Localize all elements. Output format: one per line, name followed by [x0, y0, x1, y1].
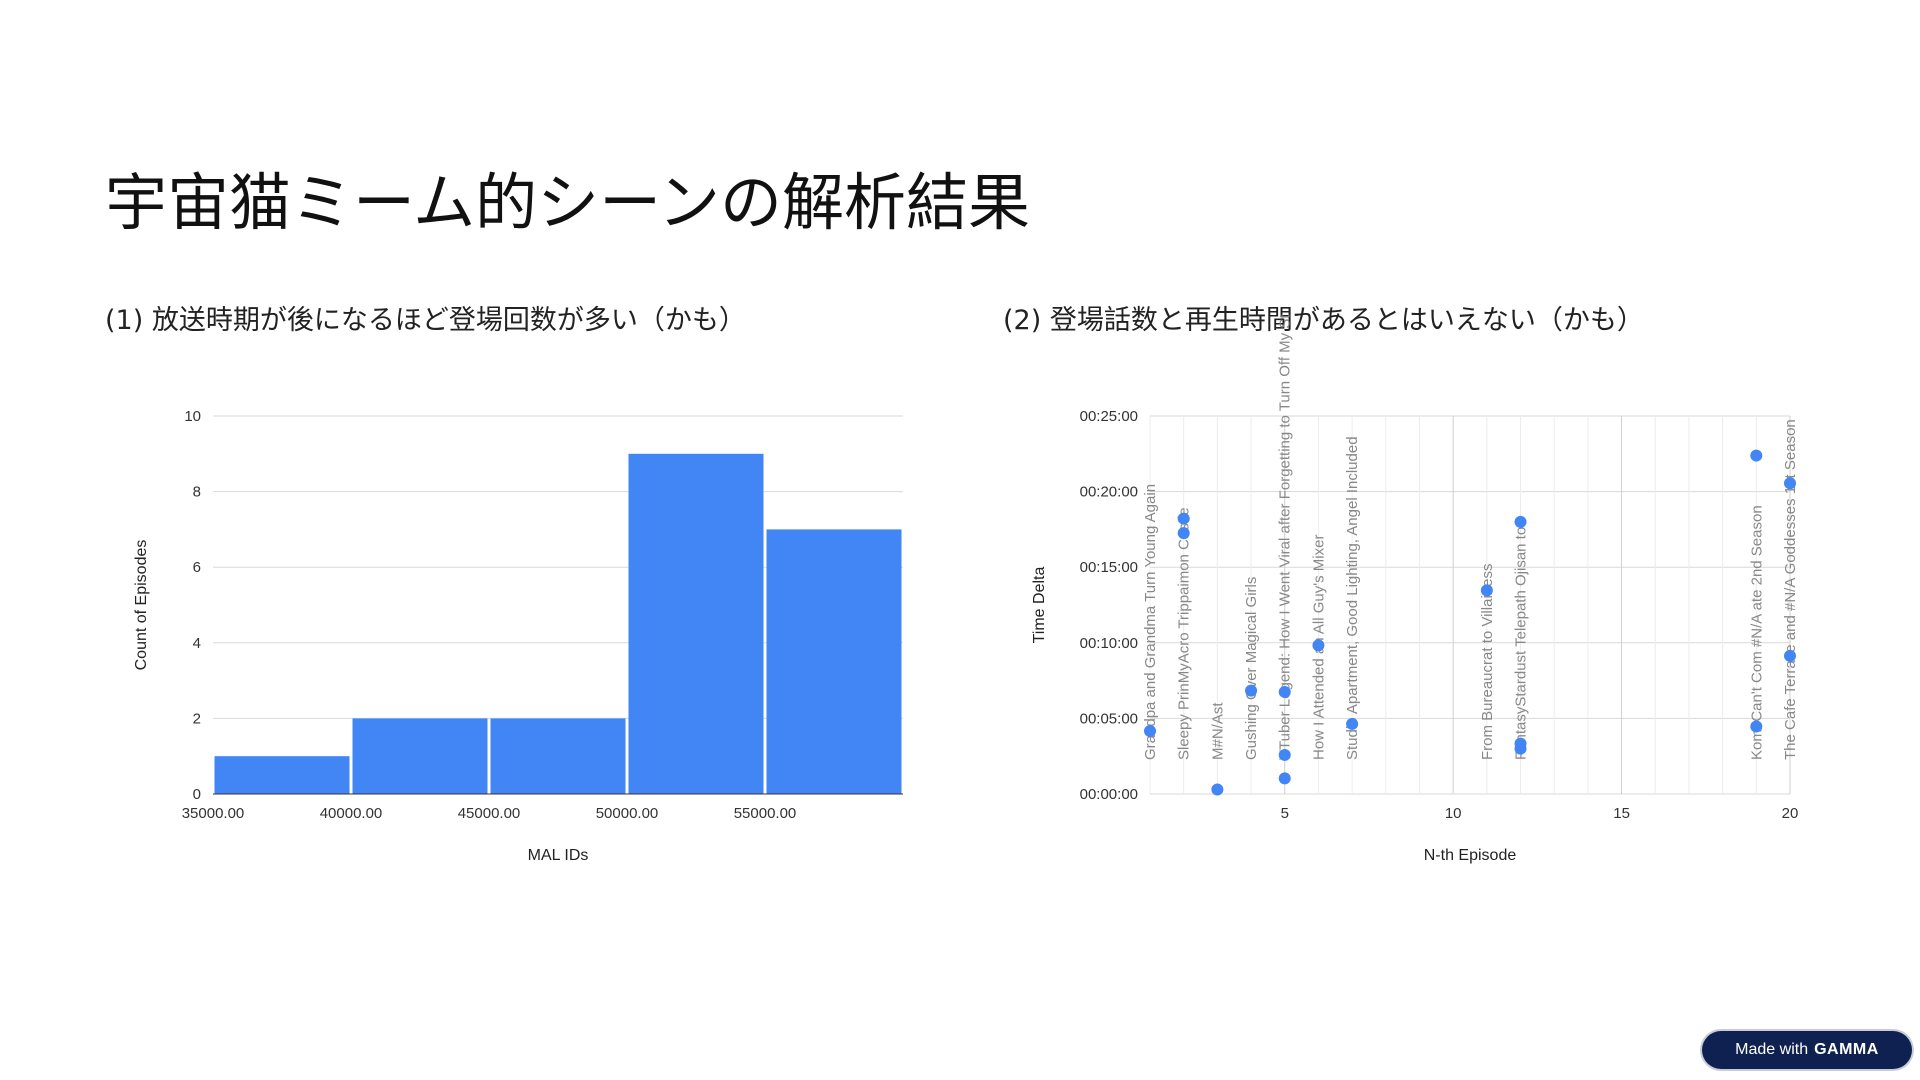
y-tick-label: 00:15:00	[1080, 559, 1138, 576]
scatter-point	[1750, 720, 1763, 733]
scatter-point	[1177, 527, 1190, 540]
point-label: Grandpa and Grandma Turn Young Again	[1142, 484, 1159, 760]
point-label: Gushing Over Magical Girls	[1243, 577, 1260, 760]
scatter-point	[1177, 512, 1190, 525]
histogram-chart: 0 2 4 6 8 10 35000.00 40000.00 45000.00 50000.00 5…	[133, 408, 903, 864]
histogram-bar	[628, 453, 764, 794]
scatter-point	[1750, 449, 1763, 462]
scatter-point	[1514, 742, 1527, 755]
scatter-point	[1514, 515, 1527, 528]
y-axis-title: Time Delta	[1031, 567, 1048, 644]
y-axis-title: Count of Episodes	[133, 540, 150, 671]
x-tick-label: 50000.00	[596, 805, 659, 822]
page-title: 宇宙猫ミーム的シーンの解析結果	[105, 166, 1031, 239]
x-tick-label: 5	[1281, 805, 1289, 822]
scatter-point	[1346, 717, 1359, 730]
x-tick-label: 45000.00	[458, 805, 521, 822]
y-tick-label: 00:05:00	[1080, 710, 1138, 727]
x-tick-label: 55000.00	[734, 805, 797, 822]
y-tick-label: 00:10:00	[1080, 635, 1138, 652]
histogram-bar	[766, 529, 902, 794]
x-tick-label: 10	[1445, 805, 1462, 822]
badge-prefix: Made with	[1735, 1041, 1809, 1058]
point-label: Studio Apartment, Good Lighting, Angel I…	[1344, 436, 1361, 760]
x-axis-title: N-th Episode	[1424, 847, 1517, 864]
x-tick-label: 15	[1613, 805, 1630, 822]
gamma-logo: GAMMA	[1814, 1041, 1879, 1058]
scatter-chart: 00:00:00 00:05:00 00:10:00 00:15:00 00:20:00…	[1031, 314, 1799, 864]
y-tick-label: 00:20:00	[1080, 484, 1138, 501]
y-tick-label: 2	[193, 710, 201, 727]
scatter-point	[1144, 725, 1156, 737]
scatter-point	[1245, 684, 1258, 697]
y-tick-label: 4	[193, 635, 201, 652]
chart-subtitle-left: (1) 放送時期が後になるほど登場回数が多い（かも）	[105, 305, 746, 336]
point-label: Komi Can't Com #N/A ate 2nd Season	[1748, 505, 1765, 760]
histogram-bar	[214, 756, 350, 794]
chart-subtitle-right: (2) 登場話数と再生時間があるとはいえない（かも）	[1003, 305, 1644, 336]
x-tick-label: 35000.00	[182, 805, 245, 822]
histogram-bar	[352, 718, 488, 794]
y-tick-label: 0	[193, 786, 201, 803]
scatter-point	[1278, 748, 1291, 761]
y-tick-label: 00:25:00	[1080, 408, 1138, 425]
point-label: The Cafe Terrace and #N/A Goddesses 1st …	[1782, 419, 1799, 760]
x-axis-title: MAL IDs	[528, 847, 589, 864]
scatter-point	[1784, 649, 1796, 662]
scatter-point	[1278, 685, 1291, 698]
made-with-gamma-badge[interactable]: Made with GAMMA	[1702, 1031, 1912, 1069]
point-label: VTuber Legend: How I Went Viral after Fo…	[1277, 314, 1294, 760]
y-tick-label: 8	[193, 484, 201, 501]
scatter-point	[1480, 584, 1493, 597]
histogram-bar	[490, 718, 626, 794]
x-tick-label: 20	[1782, 805, 1799, 822]
point-label: FantasyStardust Telepath Ojisan to	[1513, 527, 1530, 760]
point-label: Sleepy PrinMyAcro Trippaimon Castle	[1176, 507, 1193, 760]
scatter-point	[1211, 783, 1224, 796]
scatter-point	[1784, 477, 1796, 490]
point-label: From Bureaucrat to Villainess	[1479, 564, 1496, 760]
scatter-point	[1312, 639, 1325, 652]
y-tick-label: 10	[184, 408, 201, 425]
y-tick-label: 00:00:00	[1080, 786, 1138, 803]
scatter-point	[1278, 772, 1291, 785]
y-tick-label: 6	[193, 559, 201, 576]
x-tick-label: 40000.00	[320, 805, 383, 822]
point-label: M#N/Ast	[1209, 702, 1226, 760]
